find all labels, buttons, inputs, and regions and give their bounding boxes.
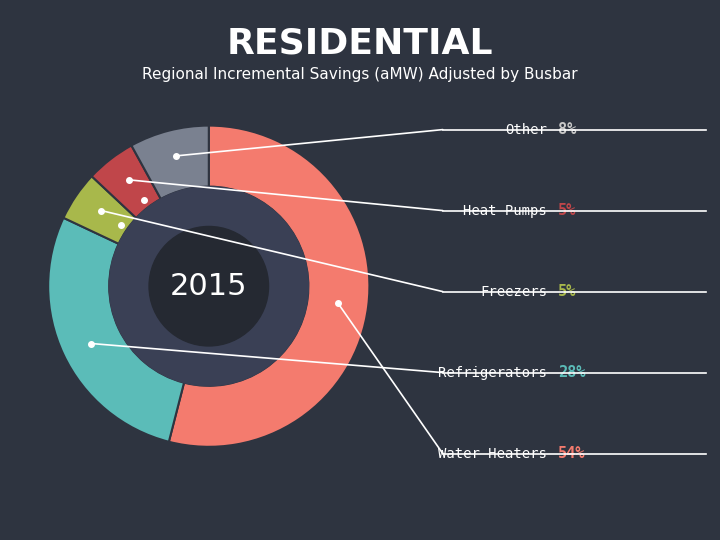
Circle shape (149, 226, 269, 346)
Text: RESIDENTIAL: RESIDENTIAL (227, 27, 493, 61)
Text: 5%: 5% (558, 203, 576, 218)
Text: 28%: 28% (558, 365, 585, 380)
Wedge shape (63, 176, 136, 244)
Text: Water Heaters: Water Heaters (438, 447, 547, 461)
Wedge shape (91, 145, 161, 218)
Wedge shape (132, 126, 209, 199)
Text: Other: Other (505, 123, 547, 137)
Text: 2015: 2015 (170, 272, 248, 301)
Text: 54%: 54% (558, 446, 585, 461)
Text: 5%: 5% (558, 284, 576, 299)
Wedge shape (169, 126, 369, 447)
Text: Refrigerators: Refrigerators (438, 366, 547, 380)
Text: Freezers: Freezers (480, 285, 547, 299)
Text: Regional Incremental Savings (aMW) Adjusted by Busbar: Regional Incremental Savings (aMW) Adjus… (142, 68, 578, 83)
Text: 8%: 8% (558, 122, 576, 137)
Text: Heat Pumps: Heat Pumps (464, 204, 547, 218)
Circle shape (109, 187, 308, 386)
Wedge shape (48, 218, 184, 442)
